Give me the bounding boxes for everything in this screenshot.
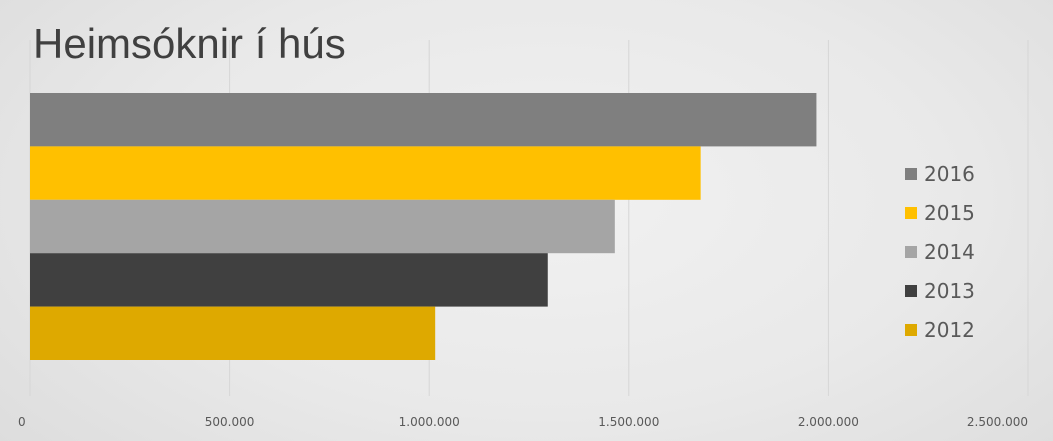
bars [30,93,817,360]
x-tick-label: 0 [18,415,26,429]
x-tick-label: 2.500.000 [967,415,1028,429]
legend-label-2015: 2015 [924,201,975,225]
legend-swatch-2013 [905,285,917,297]
legend-swatch-2015 [905,207,917,219]
x-tick-label: 1.500.000 [598,415,659,429]
bar-2012 [30,306,436,360]
x-tick-label: 2.000.000 [798,415,859,429]
legend-swatch-2014 [905,246,917,258]
legend-swatch-2012 [905,324,917,336]
legend-label-2016: 2016 [924,162,975,186]
chart-title: Heimsóknir í hús [33,20,346,67]
bar-2015 [30,146,701,200]
legend-label-2012: 2012 [924,318,975,342]
x-tick-label: 1.000.000 [399,415,460,429]
bar-2013 [30,253,548,307]
legend: 2016 2015 2014 2013 2012 [905,162,975,342]
legend-label-2013: 2013 [924,279,975,303]
x-axis-ticks: 0 500.000 1.000.000 1.500.000 2.000.000 2.500… [18,415,1028,429]
legend-label-2014: 2014 [924,240,975,264]
bar-2014 [30,199,615,254]
x-tick-label: 500.000 [205,415,255,429]
bar-2016 [30,93,817,147]
legend-swatch-2016 [905,168,917,180]
